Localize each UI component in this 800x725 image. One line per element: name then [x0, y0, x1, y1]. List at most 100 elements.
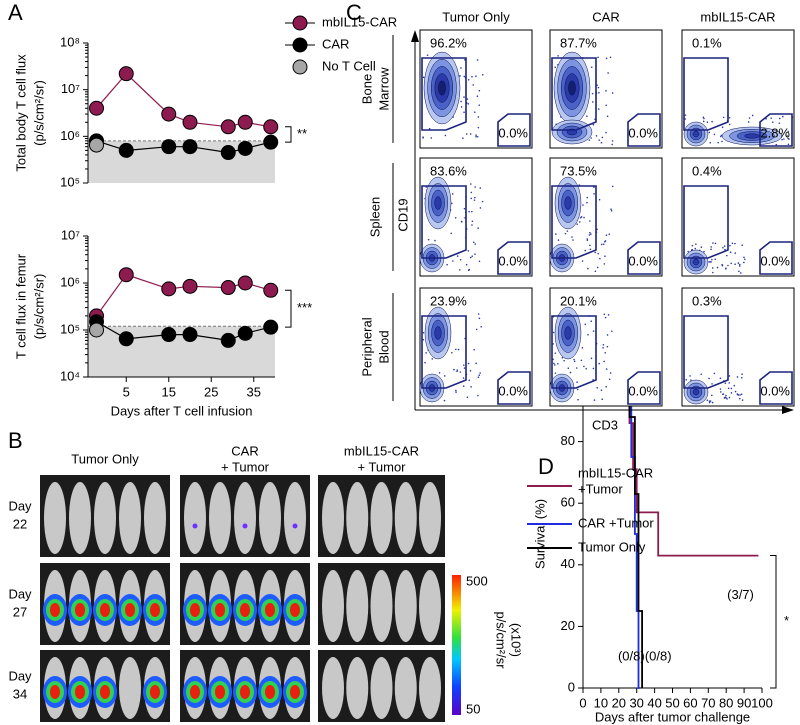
cd19-gate — [421, 185, 467, 259]
event-dot — [462, 377, 465, 379]
event-dot — [472, 84, 475, 86]
event-dot — [592, 123, 595, 126]
event-dot — [741, 376, 743, 379]
y-tick-label: 80 — [561, 433, 575, 448]
event-dot — [714, 242, 717, 245]
signal — [265, 603, 275, 617]
event-dot — [567, 367, 570, 370]
data-point — [182, 114, 198, 130]
y-tick-label: 10⁶ — [60, 274, 80, 289]
event-dot — [711, 120, 713, 123]
gate-percent: 87.7% — [560, 35, 597, 50]
event-dot — [459, 75, 461, 77]
colorbar-label: (x10³) — [509, 623, 524, 657]
event-dot — [589, 220, 591, 222]
event-dot — [451, 202, 453, 205]
y-tick-label: 10⁵ — [60, 321, 80, 336]
signal — [190, 603, 200, 617]
event-dot — [702, 120, 705, 123]
data-point — [161, 281, 177, 297]
event-dot — [703, 250, 705, 253]
event-dot — [470, 191, 473, 194]
event-dot — [719, 388, 722, 390]
event-dot — [553, 362, 555, 365]
event-dot — [477, 376, 480, 379]
colorbar-tick: 50 — [466, 701, 480, 716]
x-axis-label: Days after tumor challenge — [595, 709, 750, 724]
event-dot — [687, 250, 689, 253]
event-dot — [450, 232, 452, 235]
event-dot — [465, 133, 468, 135]
event-dot — [569, 371, 572, 374]
event-dot — [605, 385, 607, 388]
event-dot — [719, 135, 722, 138]
event-dot — [684, 114, 687, 116]
legend-label: No T Cell — [322, 58, 376, 73]
significance-bracket — [770, 555, 777, 689]
event-dot — [710, 246, 712, 248]
signal — [240, 685, 250, 699]
event-dot — [481, 74, 484, 76]
data-point — [118, 142, 134, 158]
legend-label: +Tumor — [578, 481, 623, 496]
row-label: 34 — [13, 686, 27, 701]
event-dot — [786, 135, 789, 137]
cd19-gate — [421, 315, 467, 389]
event-dot — [469, 370, 472, 372]
panel-label: D — [538, 454, 554, 479]
event-dot — [467, 269, 470, 272]
event-dot — [586, 196, 589, 199]
event-dot — [471, 220, 474, 223]
density-contour — [564, 196, 572, 210]
event-dot — [596, 387, 599, 389]
gate-percent: 0.0% — [498, 125, 528, 140]
event-dot — [608, 378, 611, 381]
event-dot — [576, 223, 579, 225]
event-dot — [434, 239, 436, 242]
event-dot — [730, 262, 733, 265]
event-dot — [738, 397, 741, 400]
density-contour — [744, 133, 760, 139]
event-dot — [695, 243, 697, 245]
event-dot — [603, 263, 606, 265]
event-dot — [729, 251, 732, 254]
cd19-gate — [683, 315, 729, 389]
x-tick-label: 35 — [247, 384, 261, 399]
event-dot — [598, 362, 601, 365]
event-dot — [721, 263, 723, 266]
event-dot — [456, 369, 459, 371]
event-dot — [724, 382, 727, 384]
event-dot — [476, 95, 479, 98]
event-dot — [598, 198, 601, 201]
event-dot — [787, 143, 790, 146]
event-dot — [573, 358, 575, 361]
event-dot — [473, 111, 476, 113]
y-tick-label: 60 — [561, 495, 575, 510]
event-dot — [467, 362, 470, 365]
event-dot — [597, 252, 600, 255]
signal — [75, 685, 85, 699]
arrowhead — [411, 30, 419, 42]
event-dot — [711, 258, 713, 261]
colorbar-tick: 500 — [466, 573, 488, 588]
event-dot — [748, 117, 751, 119]
event-dot — [736, 393, 739, 395]
series-line — [583, 379, 641, 689]
event-dot — [713, 133, 716, 136]
event-dot — [457, 348, 460, 351]
cd3-gate — [497, 371, 531, 405]
column-header: mbIL15-CAR — [344, 443, 419, 458]
mouse — [370, 570, 393, 642]
x-tick-label: 60 — [683, 695, 697, 710]
event-dot — [428, 127, 431, 130]
data-point — [161, 327, 177, 343]
x-tick-label: 100 — [751, 695, 773, 710]
legend-label: mbIL15-CAR — [322, 14, 397, 29]
mouse — [370, 482, 393, 554]
event-dot — [473, 199, 476, 201]
event-dot — [475, 134, 477, 136]
event-dot — [605, 57, 608, 60]
event-dot — [607, 72, 609, 74]
row-label: Blood — [376, 330, 391, 363]
